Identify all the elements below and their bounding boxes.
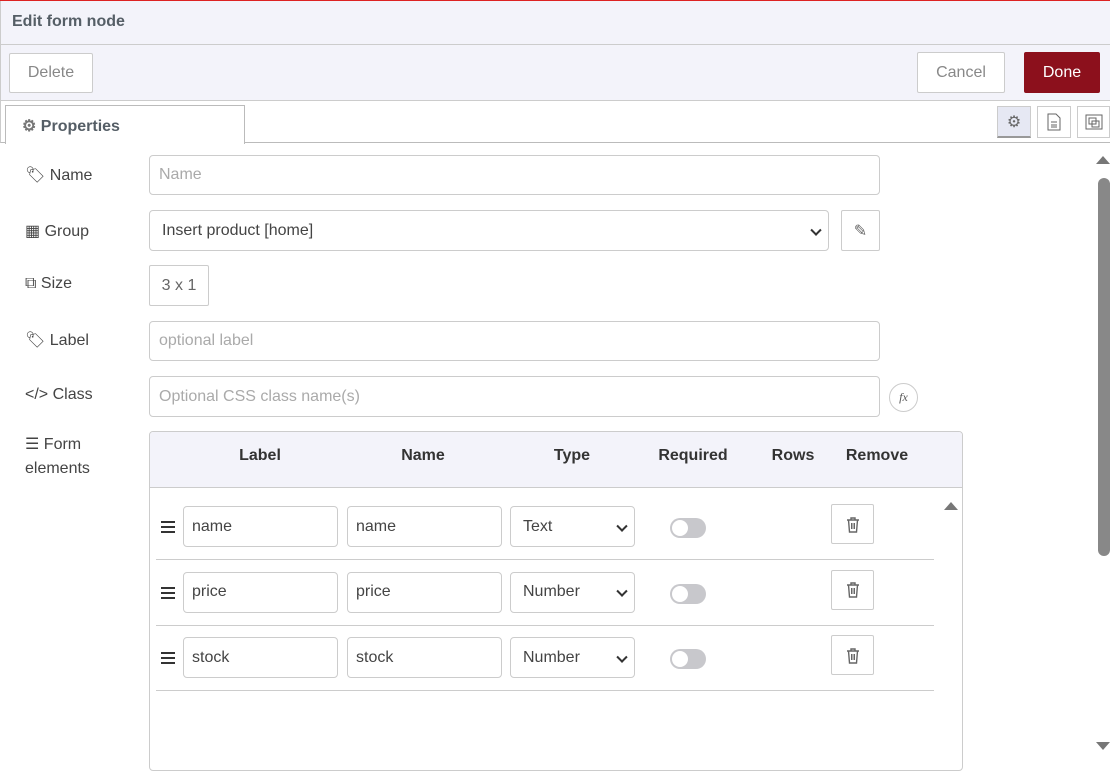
form-elements-line1: Form <box>43 436 82 453</box>
tab-properties[interactable]: ⚙ Properties <box>5 105 245 144</box>
tag-icon: 🏷︎ <box>25 332 46 349</box>
class-label-text: Class <box>52 386 93 403</box>
drag-handle-icon[interactable] <box>161 586 175 602</box>
tab-label: Properties <box>40 118 120 135</box>
cancel-button[interactable]: Cancel <box>917 52 1005 93</box>
element-name-input[interactable]: name <box>347 506 502 547</box>
element-type-select[interactable]: Text <box>510 506 635 547</box>
size-label: ⧉ Size <box>25 275 72 293</box>
group-label-text: Group <box>44 223 90 240</box>
form-elements-table: Label Name Type Required Rows Remove nam… <box>149 431 963 771</box>
scroll-down-icon[interactable] <box>1096 742 1110 750</box>
tab-bar: ⚙ Properties <box>0 101 1110 144</box>
class-label: </> Class <box>25 386 93 404</box>
column-header: Rows <box>771 447 815 464</box>
label-placeholder: optional label <box>159 332 254 349</box>
pencil-icon: ✎ <box>853 222 868 240</box>
element-name-value: price <box>356 583 391 600</box>
label-label-text: Label <box>49 332 89 349</box>
dialog-title: Edit form node <box>12 13 125 30</box>
name-label: 🏷︎ Name <box>25 165 92 185</box>
size-label-text: Size <box>40 275 73 292</box>
element-type-value: Number <box>523 648 580 666</box>
element-name-input[interactable]: stock <box>347 637 502 678</box>
table-icon: ▦ <box>25 223 41 240</box>
label-input[interactable]: optional label <box>149 321 880 361</box>
class-input[interactable]: Optional CSS class name(s) <box>149 376 880 417</box>
label-label: 🏷︎ Label <box>25 330 89 350</box>
element-name-value: name <box>356 517 397 535</box>
name-input[interactable]: Name <box>149 155 880 195</box>
element-label-input[interactable]: price <box>183 571 338 613</box>
description-icon[interactable] <box>1037 106 1071 138</box>
chevron-down-icon <box>616 585 628 597</box>
group-select[interactable]: Insert product [home] <box>149 210 829 251</box>
gear-icon[interactable]: ⚙ <box>997 106 1031 138</box>
column-header: Type <box>553 447 591 464</box>
column-header: Name <box>401 447 445 464</box>
element-type-select[interactable]: Number <box>510 637 635 678</box>
column-header: Required <box>658 447 728 464</box>
chevron-down-icon <box>616 651 628 663</box>
column-header: Label <box>239 447 281 464</box>
element-name-value: stock <box>356 648 394 666</box>
element-label-value: name <box>192 517 233 535</box>
element-label-value: stock <box>192 648 230 666</box>
form-elements-label: ☰ Form elements <box>25 433 90 481</box>
remove-button[interactable] <box>831 635 874 675</box>
dialog-header: Edit form node <box>0 1 1110 45</box>
row-divider <box>156 559 934 560</box>
row-divider <box>156 624 934 626</box>
gear-icon: ⚙ <box>22 118 37 135</box>
required-toggle[interactable] <box>670 649 706 669</box>
remove-button[interactable] <box>831 504 874 544</box>
element-type-value: Text <box>523 517 553 535</box>
group-value: Insert product [home] <box>162 221 314 239</box>
drag-handle-icon[interactable] <box>161 521 175 536</box>
element-label-value: price <box>192 583 227 600</box>
form-elements-line2: elements <box>25 460 90 477</box>
element-type-value: Number <box>523 583 580 600</box>
tag-icon: 🏷︎ <box>25 167 46 184</box>
class-placeholder: Optional CSS class name(s) <box>159 387 360 405</box>
top-accent-line <box>0 0 1110 1</box>
row-divider <box>156 690 934 691</box>
appearance-icon[interactable] <box>1077 106 1110 138</box>
group-label: ▦ Group <box>25 221 89 241</box>
trash-icon <box>846 647 859 664</box>
element-label-input[interactable]: name <box>183 506 338 547</box>
fx-button[interactable]: fx <box>889 383 918 412</box>
size-button[interactable]: 3 x 1 <box>149 265 209 306</box>
column-header: Remove <box>845 447 909 464</box>
element-type-select[interactable]: Number <box>510 571 635 613</box>
element-name-input[interactable]: price <box>347 571 502 613</box>
element-label-input[interactable]: stock <box>183 637 338 678</box>
trash-icon <box>846 516 859 533</box>
code-icon: </> <box>25 386 49 403</box>
scrollbar-thumb[interactable] <box>1098 178 1110 556</box>
trash-icon <box>846 582 859 598</box>
chevron-down-icon <box>616 520 628 532</box>
name-label-text: Name <box>49 167 93 184</box>
drag-handle-icon[interactable] <box>161 652 175 667</box>
edit-group-button[interactable]: ✎ <box>841 210 880 251</box>
list-scroll-up-icon[interactable] <box>944 502 958 510</box>
required-toggle[interactable] <box>670 518 706 538</box>
name-placeholder: Name <box>159 166 202 183</box>
dialog-toolbar: Delete Cancel Done <box>0 45 1110 101</box>
table-header: Label Name Type Required Rows Remove <box>150 432 962 488</box>
scroll-up-icon[interactable] <box>1096 156 1110 164</box>
list-icon: ☰ <box>25 436 40 453</box>
delete-button[interactable]: Delete <box>9 53 93 93</box>
remove-button[interactable] <box>831 569 874 610</box>
size-icon: ⧉ <box>25 275 37 292</box>
done-button[interactable]: Done <box>1024 52 1100 93</box>
chevron-down-icon <box>810 224 822 236</box>
required-toggle[interactable] <box>670 583 706 604</box>
